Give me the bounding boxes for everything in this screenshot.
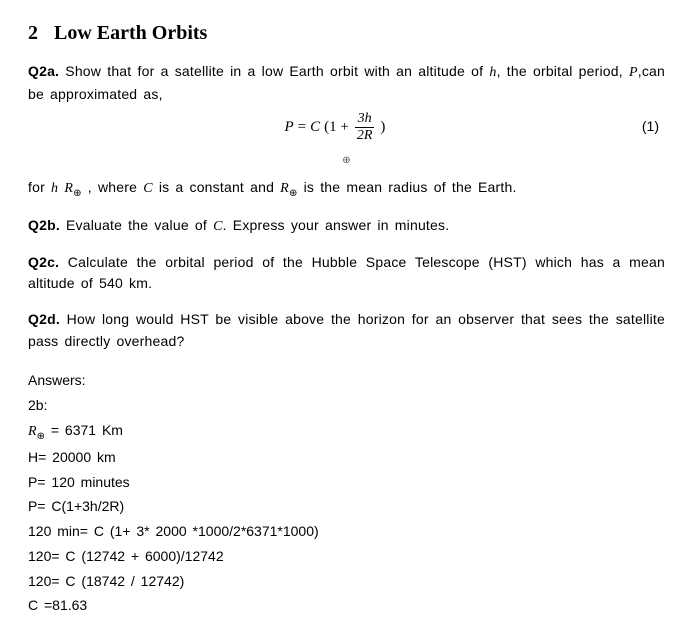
q2c-text: Q2c. Calculate the orbital period of the… bbox=[28, 252, 665, 295]
answer-line: C =81.63 bbox=[28, 595, 665, 617]
q2d-text: Q2d. How long would HST be visible above… bbox=[28, 309, 665, 352]
equation-1: P = C (1 + 3h 2R ) (1) bbox=[28, 111, 665, 143]
question-2c: Q2c. Calculate the orbital period of the… bbox=[28, 252, 665, 295]
answer-line: R⊕ = 6371 Km bbox=[28, 420, 665, 444]
answers-title: Answers: bbox=[28, 370, 665, 392]
answer-line: H= 20000 km bbox=[28, 447, 665, 469]
answer-line: P= C(1+3h/2R) bbox=[28, 496, 665, 518]
equation-number: (1) bbox=[642, 116, 665, 138]
section-heading: 2 Low Earth Orbits bbox=[28, 18, 665, 49]
q2a-text: Q2a. Show that for a satellite in a low … bbox=[28, 61, 665, 105]
q2a-condition: for h R⊕ , where C is a constant and R⊕ … bbox=[28, 177, 665, 201]
answer-line: P= 120 minutes bbox=[28, 472, 665, 494]
q2b-text: Q2b. Evaluate the value of C. Express yo… bbox=[28, 215, 665, 238]
section-title: Low Earth Orbits bbox=[54, 22, 207, 44]
question-2b: Q2b. Evaluate the value of C. Express yo… bbox=[28, 215, 665, 238]
q2a-label: Q2a. bbox=[28, 63, 59, 79]
question-2a: Q2a. Show that for a satellite in a low … bbox=[28, 61, 665, 201]
question-2d: Q2d. How long would HST be visible above… bbox=[28, 309, 665, 352]
q2d-label: Q2d. bbox=[28, 311, 60, 327]
answers-section: 2b: bbox=[28, 395, 665, 417]
answer-line: 120= C (18742 / 12742) bbox=[28, 571, 665, 593]
center-symbol: ⊕ bbox=[28, 153, 665, 169]
section-number: 2 bbox=[28, 22, 38, 44]
answer-line: 120 min= C (1+ 3* 2000 *1000/2*6371*1000… bbox=[28, 521, 665, 543]
q2c-label: Q2c. bbox=[28, 254, 59, 270]
q2b-label: Q2b. bbox=[28, 217, 60, 233]
equation-body: P = C (1 + 3h 2R ) bbox=[284, 111, 385, 143]
answer-line: 120= C (12742 + 6000)/12742 bbox=[28, 546, 665, 568]
answer-lines: R⊕ = 6371 Km H= 20000 km P= 120 minutesP= … bbox=[28, 420, 665, 617]
answers-block: Answers: 2b: R⊕ = 6371 Km H= 20000 km P= 1… bbox=[28, 370, 665, 616]
